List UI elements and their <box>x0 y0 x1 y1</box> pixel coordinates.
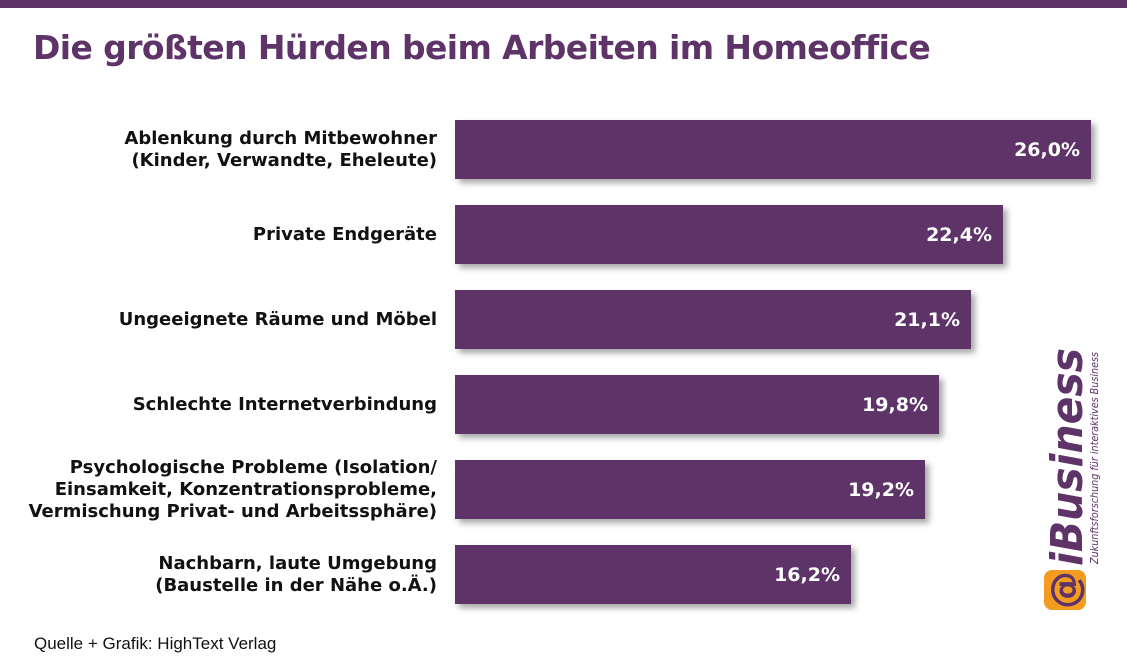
logo-tagline: Zukunftsforschung für interaktives Busin… <box>1089 352 1101 565</box>
bar-value-label: 16,2% <box>774 563 840 586</box>
category-label-line: (Kinder, Verwandte, Eheleute) <box>131 149 437 171</box>
logo-wordmark: iBusiness <box>1042 348 1093 566</box>
bar-value-label: 21,1% <box>894 308 960 331</box>
source-note: Quelle + Grafik: HighText Verlag <box>34 634 277 653</box>
category-label-line: Vermischung Privat- und Arbeitssphäre) <box>28 500 437 522</box>
category-label-line: Einsamkeit, Konzentrationsprobleme, <box>54 478 437 500</box>
bar-value-label: 19,8% <box>862 393 928 416</box>
bar: 22,4% <box>455 205 1003 264</box>
category-label-line: Nachbarn, laute Umgebung <box>158 552 437 574</box>
category-label: Schlechte Internetverbindung <box>7 394 437 416</box>
logo-at-symbol: @ <box>1043 571 1087 609</box>
category-label-line: Ablenkung durch Mitbewohner <box>124 127 437 149</box>
bar-value-label: 19,2% <box>848 478 914 501</box>
ibusiness-logo: @ iBusiness Zukunftsforschung für intera… <box>1042 348 1101 610</box>
bar: 19,2% <box>455 460 925 519</box>
logo-at-badge <box>1044 570 1086 610</box>
category-label: Nachbarn, laute Umgebung (Baustelle in de… <box>7 553 437 597</box>
bar: 21,1% <box>455 290 971 349</box>
bar: 16,2% <box>455 545 851 604</box>
category-label-line: Psychologische Probleme (Isolation/ <box>69 456 437 478</box>
top-accent-bar <box>0 0 1127 8</box>
category-label-line: Schlechte Internetverbindung <box>132 393 437 415</box>
category-label: Ungeeignete Räume und Möbel <box>7 309 437 331</box>
category-label-line: Private Endgeräte <box>252 223 437 245</box>
bar: 19,8% <box>455 375 939 434</box>
chart-title: Die größten Hürden beim Arbeiten im Home… <box>33 28 931 67</box>
bar-value-label: 22,4% <box>926 223 992 246</box>
category-label-line: (Baustelle in der Nähe o.Ä.) <box>155 574 437 596</box>
category-label-line: Ungeeignete Räume und Möbel <box>118 308 437 330</box>
category-label: Private Endgeräte <box>7 224 437 246</box>
bar-value-label: 26,0% <box>1014 138 1080 161</box>
category-label: Psychologische Probleme (Isolation/Einsa… <box>7 457 437 523</box>
bar: 26,0% <box>455 120 1091 179</box>
category-label: Ablenkung durch Mitbewohner (Kinder, Verw… <box>7 128 437 172</box>
